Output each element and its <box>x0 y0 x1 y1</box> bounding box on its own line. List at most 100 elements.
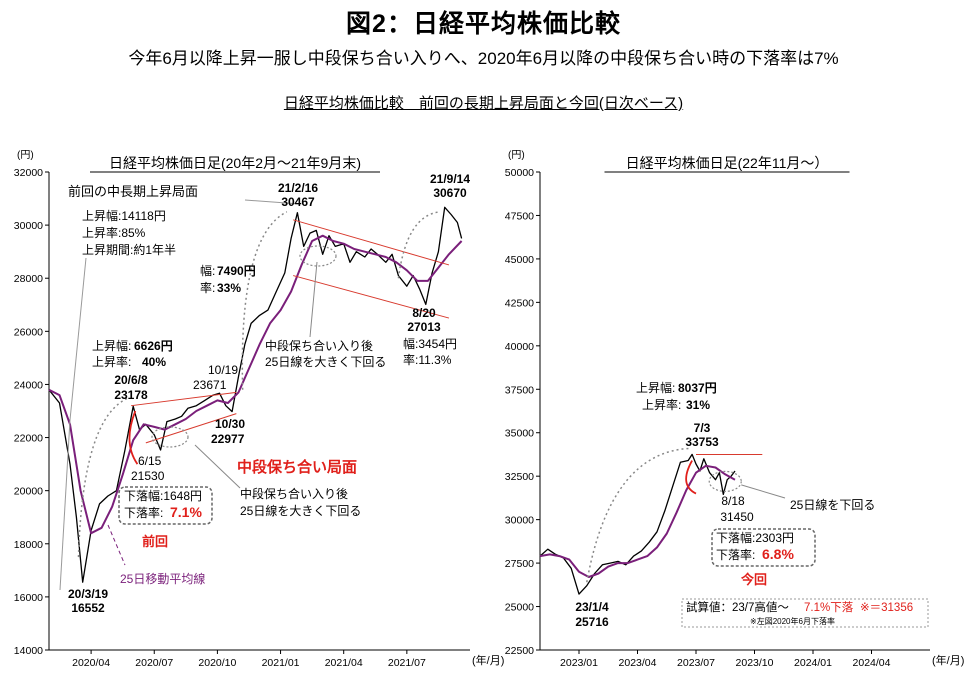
peak-value-label: 33753 <box>685 435 719 449</box>
annotation-text: 10/19 <box>208 363 238 377</box>
annotation-text: 前回の中長期上昇局面 <box>68 184 198 199</box>
decline-rate-value: 6.8% <box>762 546 794 562</box>
annotation-text: 上昇率:85% <box>82 225 146 240</box>
chart-title: 日経平均株価日足(20年2月～21年9月末) <box>109 155 361 171</box>
low-value-label: 25716 <box>575 615 609 629</box>
y-axis-unit: (円) <box>17 150 34 161</box>
annotation-text: 上昇幅:14118円 <box>82 208 166 223</box>
y-tick-label: 28000 <box>14 273 43 285</box>
y-tick-label: 47500 <box>505 210 534 222</box>
annotation-text: 8037円 <box>678 381 717 395</box>
y-tick-label: 50000 <box>505 167 534 179</box>
y-tick-label: 42500 <box>505 297 534 309</box>
low-value-label: 31450 <box>720 510 754 524</box>
decline-arrow <box>685 460 697 495</box>
x-tick-label: 2023/07 <box>677 657 715 669</box>
annotation-text: 10/30 <box>215 417 245 431</box>
peak-date-label: 21/2/16 <box>278 181 318 195</box>
y-tick-label: 30000 <box>505 515 534 527</box>
low-date-label: 20/3/19 <box>68 587 108 601</box>
estimate-box <box>681 598 929 628</box>
x-tick-label: 2023/01 <box>560 657 598 669</box>
x-tick-label: 2021/04 <box>325 657 363 669</box>
annotation-text: 率:11.3% <box>403 352 452 367</box>
annotation-text: 25日線を大きく下回る <box>265 354 386 369</box>
annotation-text: 6/15 <box>138 454 162 468</box>
section-heading-text: 日経平均株価比較 前回の長期上昇局面と今回(日次ベース) <box>283 95 684 112</box>
annotation-text: 上昇率: <box>92 354 131 369</box>
rise-arc-3 <box>397 211 441 279</box>
y-tick-label: 18000 <box>14 539 43 551</box>
y-tick-label: 35000 <box>505 428 534 440</box>
channel-line-upper <box>293 219 450 266</box>
annotation-text: 上昇幅: <box>92 338 131 353</box>
y-tick-label: 30000 <box>14 220 43 232</box>
annotation-text: 23671 <box>193 378 227 392</box>
y-tick-label: 22500 <box>505 645 534 657</box>
peak-date-label: 20/6/8 <box>114 373 148 387</box>
pointer-line <box>194 444 241 489</box>
channel-line-lower <box>293 275 450 319</box>
low-date-label: 8/20 <box>412 306 436 320</box>
pointer-line <box>741 484 786 499</box>
rise-arc-2 <box>241 211 288 390</box>
y-tick-label: 45000 <box>505 254 534 266</box>
estimate-text: 試算値：23/7高値～ <box>686 600 789 614</box>
section-heading: 日経平均株価比較 前回の長期上昇局面と今回(日次ベース) <box>0 92 967 113</box>
annotation-text: 25日線を下回る <box>790 497 875 512</box>
x-axis-unit: (年/月) <box>472 653 504 667</box>
y-tick-label: 24000 <box>14 379 43 391</box>
x-tick-label: 2020/04 <box>72 657 110 669</box>
chart-title: 日経平均株価日足(22年11月～） <box>626 155 829 171</box>
annotation-text: 40% <box>142 355 166 369</box>
price-line <box>539 453 736 595</box>
estimate-text: ※＝31356 <box>860 602 913 614</box>
decline-box <box>711 528 816 567</box>
chart-1: 14000 16000 18000 20000 22000 24000 26000 28000… <box>14 150 505 669</box>
highlight-ellipse <box>299 245 337 267</box>
y-tick-label: 20000 <box>14 486 43 498</box>
y-tick-label: 40000 <box>505 341 534 353</box>
low-date-label: 8/18 <box>721 494 745 508</box>
peak-value-label: 30670 <box>433 186 467 200</box>
x-tick-label: 2024/01 <box>794 657 832 669</box>
peak-value-label: 30467 <box>281 195 315 209</box>
chart-2: 22500 25000 27500 30000 32500 35000 37500 40000… <box>505 150 965 669</box>
annotation-text: 7490円 <box>217 264 256 278</box>
pointer-line <box>309 261 318 338</box>
estimate-text: 7.1%下落 <box>804 601 854 614</box>
annotation-text: 上昇期間:約1年半 <box>82 242 176 257</box>
y-tick-label: 25000 <box>505 602 534 614</box>
low-date-label: 23/1/4 <box>575 600 609 614</box>
annotation-text: 25日線を大きく下回る <box>240 503 361 518</box>
annotation-title: 中段保ち合い局面 <box>237 458 357 476</box>
x-tick-label: 2021/01 <box>262 657 300 669</box>
x-tick-label: 2021/07 <box>388 657 426 669</box>
decline-rate-value: 7.1% <box>170 504 202 520</box>
y-tick-label: 32000 <box>14 167 43 179</box>
low-value-label: 16552 <box>71 601 105 615</box>
highlight-ellipse <box>708 470 742 492</box>
consolidation-line-lower <box>145 413 237 444</box>
x-tick-label: 2020/07 <box>135 657 173 669</box>
x-tick-label: 2023/04 <box>619 657 657 669</box>
pointer-line <box>69 257 87 421</box>
annotation-text: 33% <box>217 281 241 295</box>
period-label: 今回 <box>740 572 767 587</box>
figure-subtitle: 今年6月以降上昇一服し中段保ち合い入りへ、2020年6月以降の中段保ち合い時の下… <box>128 49 839 68</box>
annotation-text: 31% <box>686 398 710 412</box>
annotation-text: 22977 <box>211 432 245 446</box>
pointer-line <box>59 419 71 591</box>
consolidation-line-upper <box>131 391 237 407</box>
ma-pointer <box>107 524 126 566</box>
peak-date-label: 7/3 <box>694 421 711 435</box>
ma-legend-label: 25日移動平均線 <box>120 571 205 586</box>
annotation-text: 6626円 <box>134 339 173 353</box>
annotation-text: 中段保ち合い入り後 <box>240 486 348 501</box>
y-tick-label: 37500 <box>505 384 534 396</box>
highlight-ellipse <box>151 426 189 448</box>
decline-rate-label: 下落率: <box>716 547 755 562</box>
x-tick-label: 2024/04 <box>853 657 891 669</box>
estimate-note: ※左図2020年6月下落率 <box>750 616 835 626</box>
period-label: 前回 <box>142 534 168 549</box>
